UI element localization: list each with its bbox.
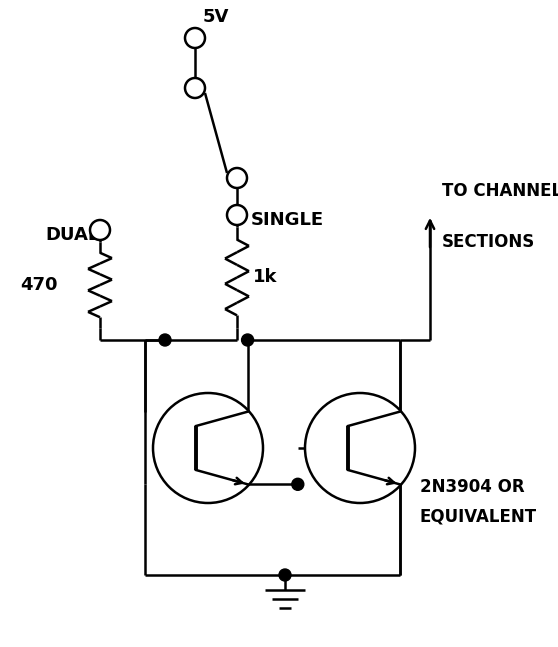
Circle shape [292, 478, 304, 490]
Text: 5V: 5V [203, 8, 229, 26]
Text: DUAL: DUAL [45, 226, 99, 244]
Circle shape [185, 28, 205, 48]
Circle shape [227, 168, 247, 188]
Text: 2N3904 OR: 2N3904 OR [420, 478, 524, 496]
Text: SECTIONS: SECTIONS [442, 233, 535, 251]
Text: SINGLE: SINGLE [251, 211, 324, 229]
Circle shape [185, 78, 205, 98]
Circle shape [227, 205, 247, 225]
Circle shape [279, 569, 291, 581]
Text: TO CHANNEL: TO CHANNEL [442, 182, 558, 200]
Circle shape [159, 334, 171, 346]
Circle shape [305, 393, 415, 503]
Text: 470: 470 [21, 276, 58, 294]
Text: 1k: 1k [253, 269, 277, 287]
Circle shape [90, 220, 110, 240]
Circle shape [242, 334, 253, 346]
Circle shape [153, 393, 263, 503]
Text: EQUIVALENT: EQUIVALENT [420, 508, 537, 526]
